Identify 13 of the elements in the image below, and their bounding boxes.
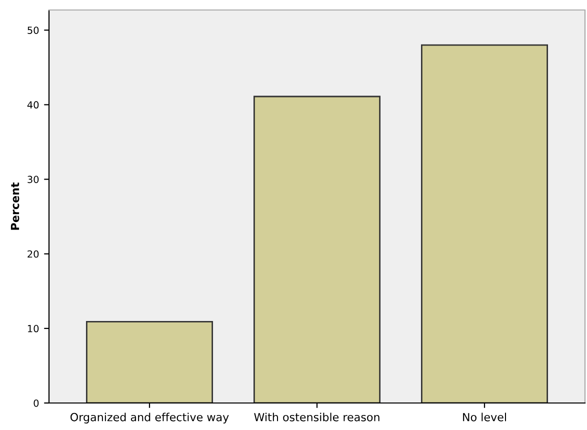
y-tick-label: 30 xyxy=(28,176,39,184)
y-axis-title: Percent xyxy=(10,182,20,230)
y-tick-label: 50 xyxy=(28,26,39,34)
y-tick-label: 10 xyxy=(28,324,39,332)
y-tick-label: 40 xyxy=(27,101,39,109)
x-tick-label: With ostensible reason xyxy=(254,412,380,422)
y-tick-label: 0 xyxy=(34,399,39,407)
bar xyxy=(420,44,548,403)
x-tick-label: No level xyxy=(463,412,506,422)
y-tick-label: 20 xyxy=(28,250,39,258)
bar xyxy=(253,96,381,403)
x-tick-label: Organized and effective way xyxy=(70,412,229,424)
bar xyxy=(86,321,214,403)
